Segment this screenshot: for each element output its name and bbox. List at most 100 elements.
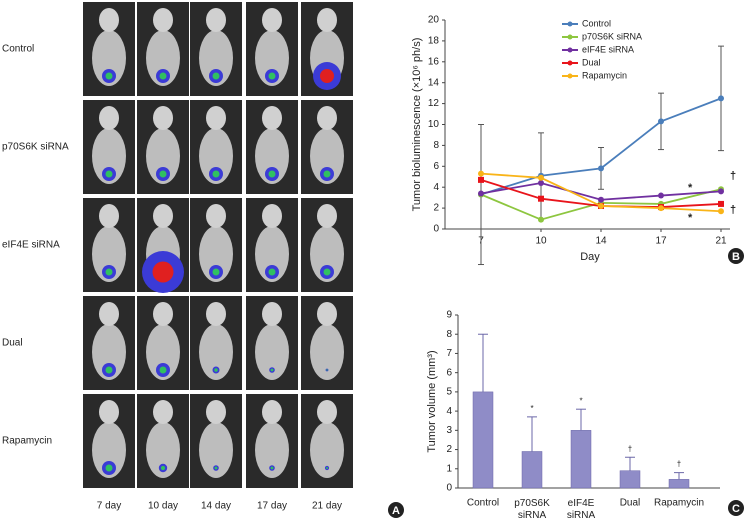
mouse-head: [206, 302, 226, 326]
legend-label: Rapamycin: [582, 70, 627, 80]
mouse-head: [206, 106, 226, 130]
signal-inner: [105, 268, 113, 276]
signal-inner: [105, 170, 113, 178]
point: [598, 165, 604, 172]
point: [718, 188, 724, 195]
signal-inner: [214, 466, 218, 470]
annotation: †: [677, 460, 681, 469]
y-tick-label: 4: [433, 182, 439, 193]
mouse-body: [146, 422, 180, 478]
annotation: *: [579, 396, 582, 405]
row-label: p70S6K siRNA: [2, 142, 69, 153]
annotation: †: [628, 444, 632, 453]
annotation: †: [730, 170, 736, 182]
signal-inner: [326, 369, 328, 371]
y-tick-label: 18: [428, 36, 440, 47]
mouse-head: [262, 400, 282, 424]
mouse-body: [199, 324, 233, 380]
panel-badge: [728, 248, 744, 264]
y-tick-label: 6: [433, 161, 439, 172]
panel-label: A: [392, 505, 400, 517]
annotation: *: [688, 212, 693, 224]
mouse-head: [99, 400, 119, 424]
row-label: Dual: [2, 338, 23, 349]
point: [478, 170, 484, 177]
signal-inner: [160, 465, 166, 471]
y-tick-label: 0: [433, 224, 439, 235]
signal-inner: [159, 170, 167, 178]
legend-marker: [567, 60, 573, 66]
signal-inner: [320, 69, 334, 83]
signal-inner: [105, 464, 113, 472]
mouse-head: [317, 204, 337, 228]
day-label: 21 day: [312, 501, 342, 512]
x-tick-label: Rapamycin: [654, 498, 704, 509]
y-tick-label: 20: [428, 15, 440, 26]
annotation: †: [730, 204, 736, 216]
mouse-body: [92, 128, 126, 184]
x-tick-label: Control: [467, 498, 499, 509]
y-tick-label: 2: [446, 444, 452, 455]
x-tick-label: 21: [715, 236, 727, 247]
mouse-head: [153, 204, 173, 228]
annotation: *: [688, 182, 693, 194]
y-axis-label: Tumor bioluminescence (×10⁶ ph/s): [411, 38, 423, 212]
bar: [521, 451, 543, 489]
mouse-body: [310, 324, 344, 380]
signal-inner: [212, 170, 220, 178]
y-tick-label: 8: [446, 329, 452, 340]
mouse-head: [262, 8, 282, 32]
signal-inner: [212, 72, 220, 80]
mouse-body: [146, 324, 180, 380]
day-label: 7 day: [97, 501, 121, 512]
mouse-head: [99, 8, 119, 32]
point: [718, 208, 724, 215]
x-tick-label: Dual: [620, 498, 641, 509]
y-tick-label: 8: [433, 140, 439, 151]
mouse-head: [153, 400, 173, 424]
mouse-body: [255, 324, 289, 380]
signal-inner: [212, 268, 220, 276]
point: [658, 205, 664, 212]
mouse-body: [255, 226, 289, 282]
signal-inner: [325, 466, 329, 470]
day-label: 14 day: [201, 501, 231, 512]
signal-inner: [270, 466, 274, 470]
mouse-head: [153, 302, 173, 326]
mouse-head: [317, 302, 337, 326]
y-tick-label: 5: [446, 387, 452, 398]
panel-badge: [388, 502, 404, 518]
mouse-head: [317, 400, 337, 424]
signal-inner: [323, 170, 331, 178]
y-tick-label: 12: [428, 98, 440, 109]
legend-marker: [567, 34, 573, 40]
y-tick-label: 2: [433, 203, 439, 214]
mouse-head: [317, 8, 337, 32]
point: [478, 176, 484, 183]
row-label: Rapamycin: [2, 436, 52, 447]
mouse-head: [99, 106, 119, 130]
signal-inner: [105, 366, 113, 374]
y-tick-label: 9: [446, 310, 452, 321]
point: [598, 203, 604, 210]
point: [538, 180, 544, 187]
legend-marker: [567, 47, 573, 53]
signal-inner: [270, 368, 274, 372]
point: [658, 192, 664, 199]
y-tick-label: 6: [446, 367, 452, 378]
mouse-head: [206, 400, 226, 424]
mouse-body: [92, 226, 126, 282]
mouse-head: [206, 8, 226, 32]
mouse-head: [262, 302, 282, 326]
day-label: 10 day: [148, 501, 178, 512]
legend-label: Control: [582, 18, 611, 28]
mouse-body: [92, 30, 126, 86]
mouse-body: [255, 128, 289, 184]
signal-inner: [268, 72, 276, 80]
mouse-body: [310, 226, 344, 282]
point: [538, 195, 544, 202]
signal-inner: [159, 366, 167, 374]
signal-inner: [214, 368, 218, 372]
